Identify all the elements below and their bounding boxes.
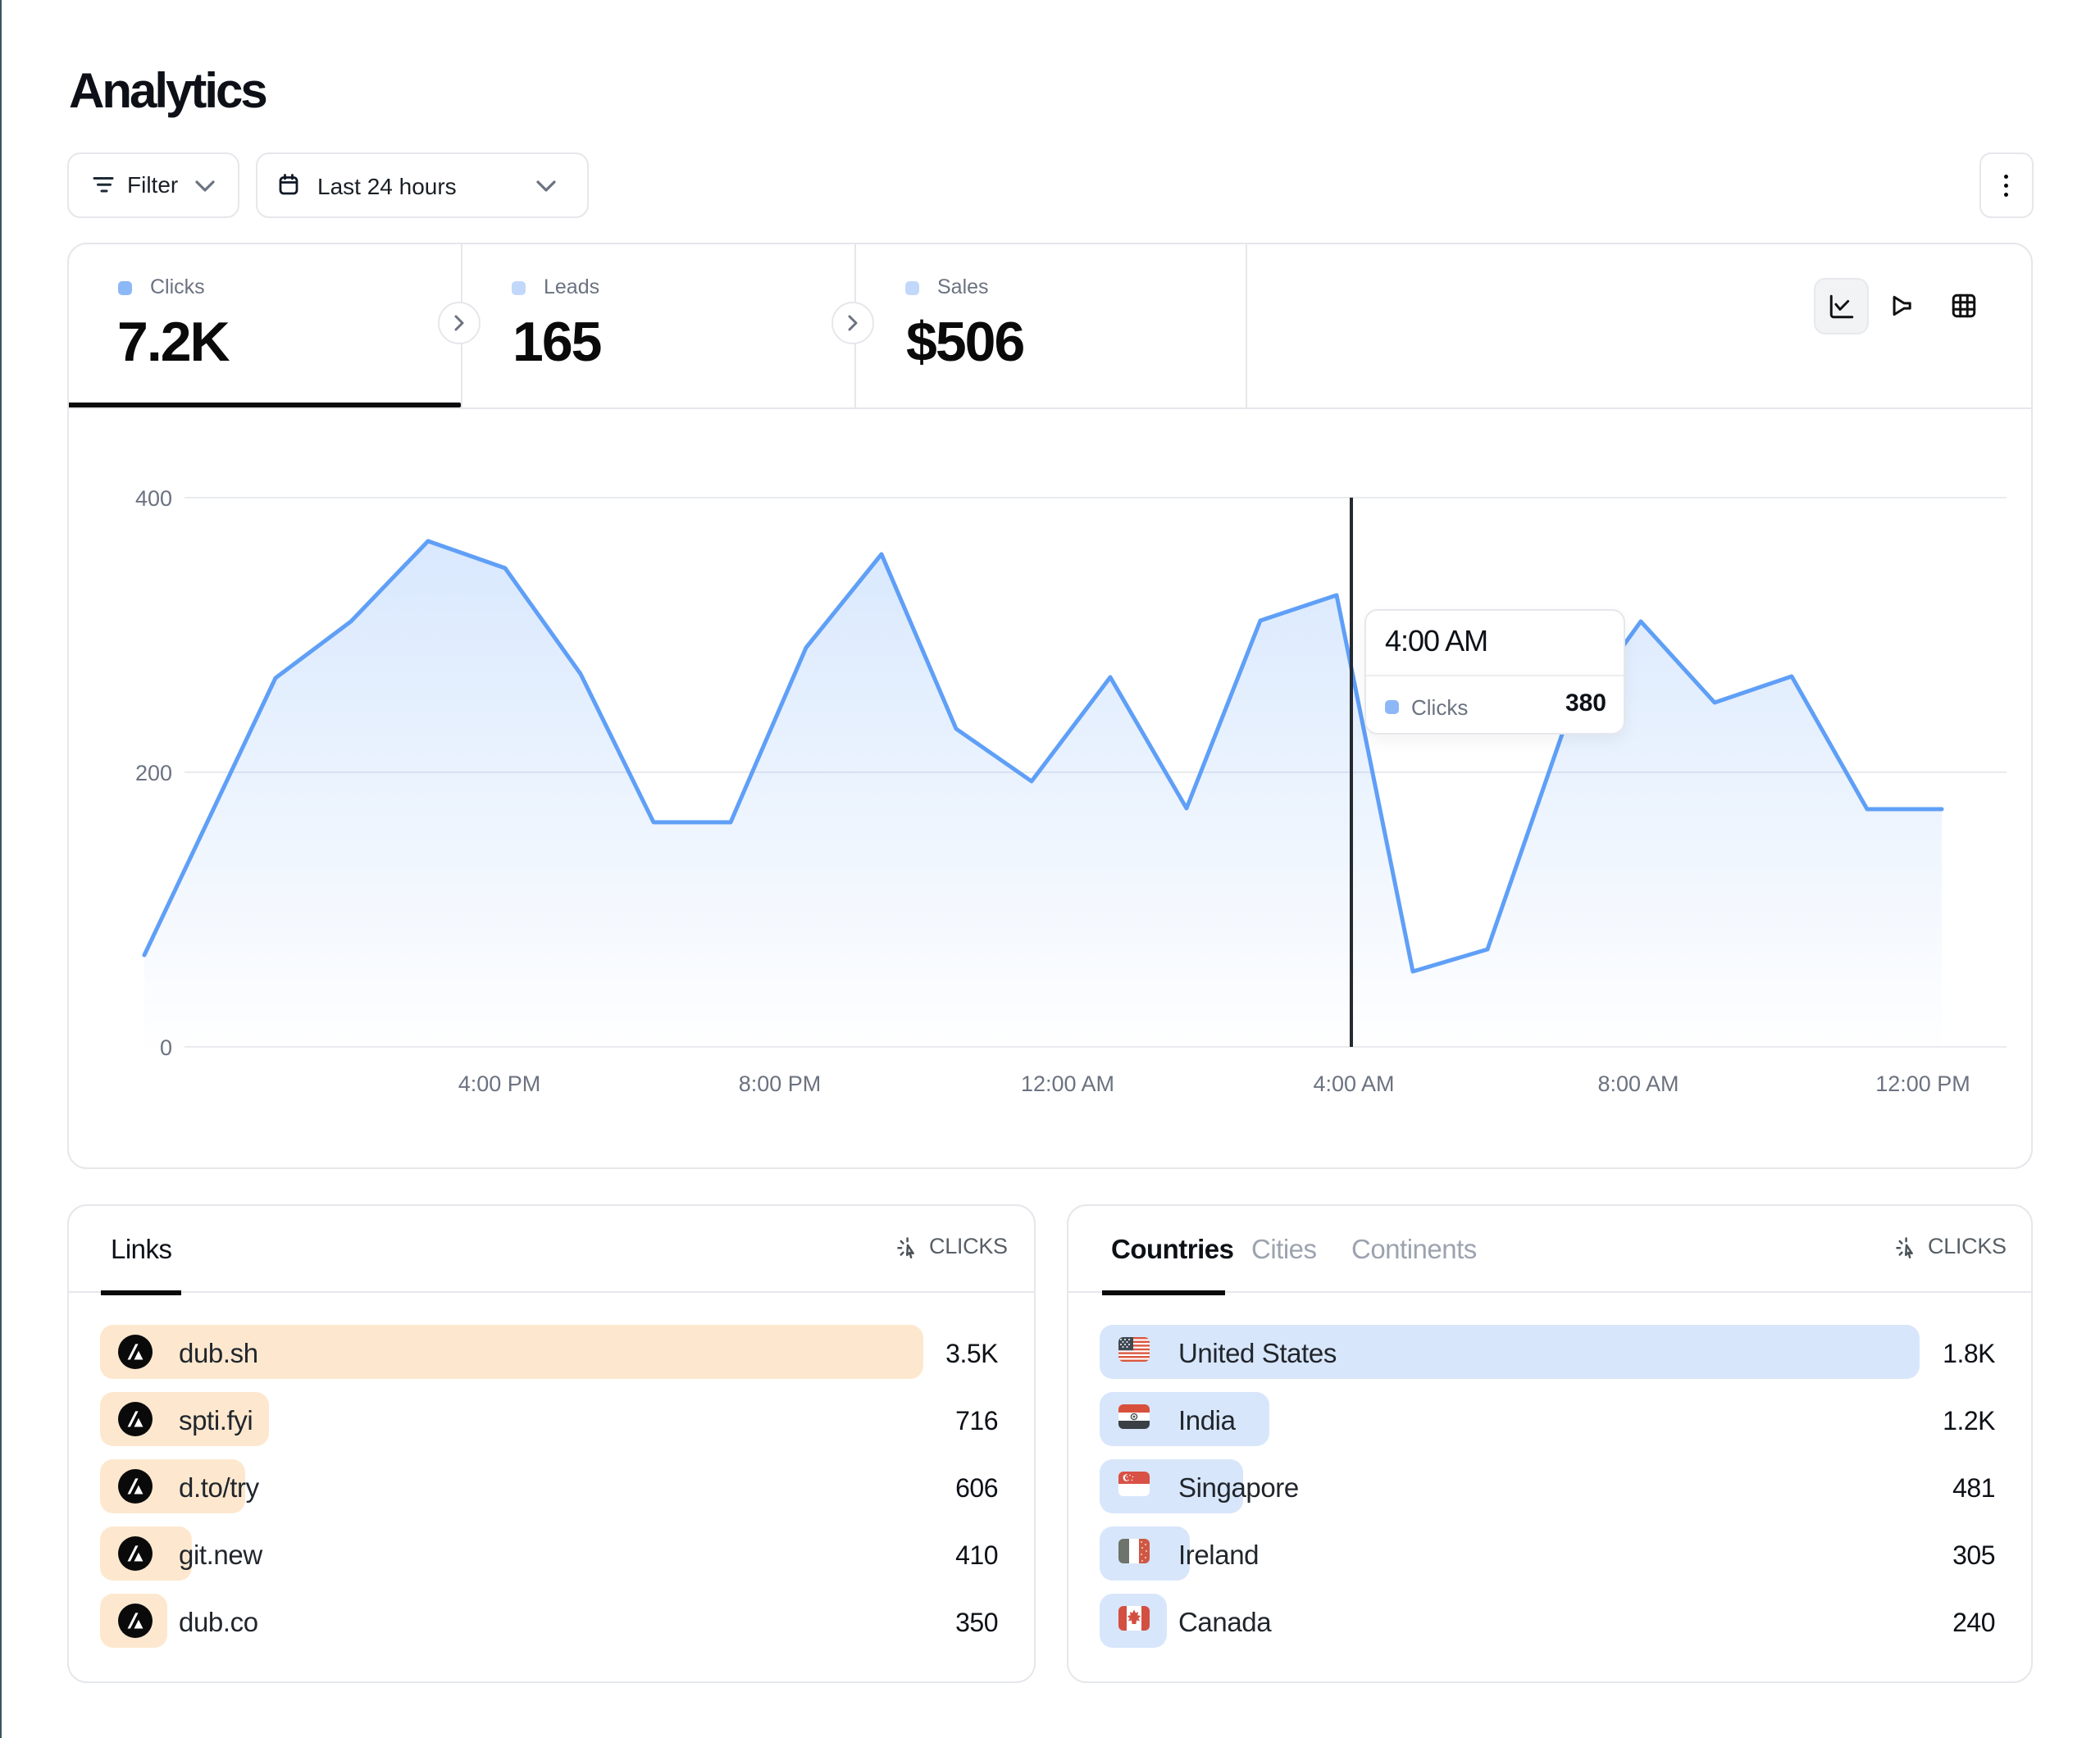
svg-text:12:00 PM: 12:00 PM: [1875, 1071, 1970, 1096]
svg-text:8:00 AM: 8:00 AM: [1597, 1071, 1679, 1096]
svg-text:400: 400: [135, 486, 172, 511]
svg-text:4:00 AM: 4:00 AM: [1313, 1071, 1394, 1096]
svg-text:4:00 PM: 4:00 PM: [458, 1071, 541, 1096]
svg-text:8:00 PM: 8:00 PM: [739, 1071, 822, 1096]
svg-text:200: 200: [135, 761, 172, 785]
svg-text:12:00 AM: 12:00 AM: [1021, 1071, 1114, 1096]
